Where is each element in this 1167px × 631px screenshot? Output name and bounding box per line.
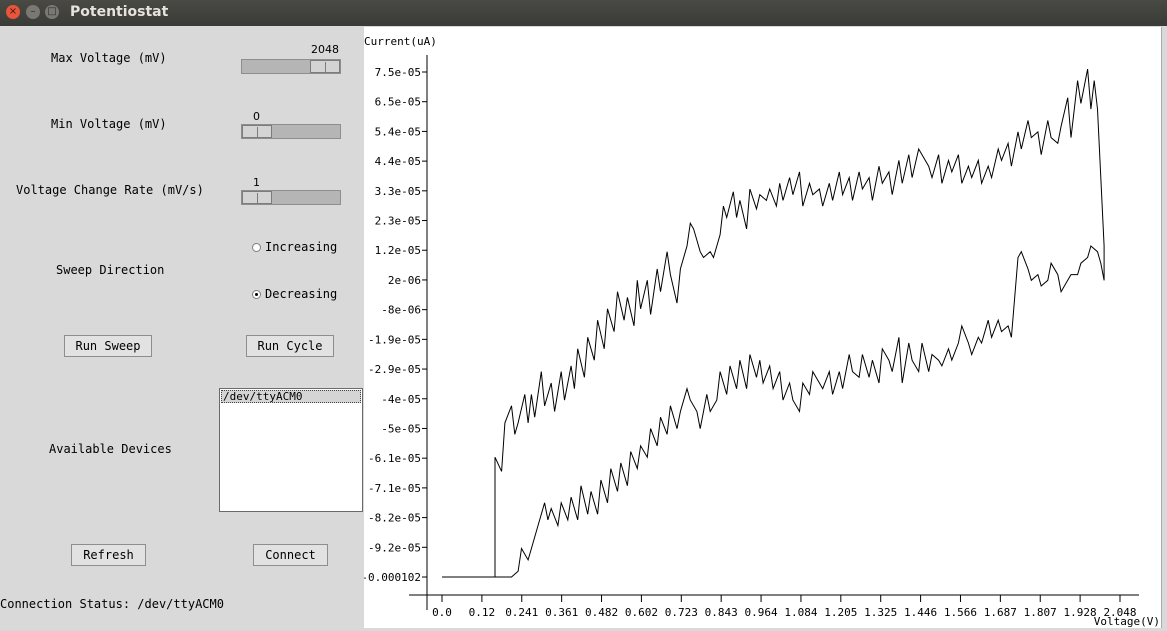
max-voltage-label: Max Voltage (mV) [51,51,167,65]
available-devices-label: Available Devices [49,442,172,456]
min-voltage-slider-thumb[interactable] [242,125,272,138]
current-voltage-chart: 7.5e-05 6.5e-05 5.4e-05 4.4e-05 3.3e-05 2.3e-… [361,35,1160,628]
y-tick-label: -1.9e-05 [368,333,421,346]
max-voltage-slider[interactable] [241,59,341,74]
maximize-icon[interactable]: □ [45,5,59,19]
connect-button[interactable]: Connect [253,544,328,566]
x-tick-label: 0.843 [705,606,738,619]
y-tick-label: 7.5e-05 [375,66,421,79]
minimize-icon[interactable]: – [26,5,40,19]
y-tick-label: 6.5e-05 [375,96,421,109]
y-tick-label: 2e-06 [388,274,421,287]
y-tick-label: 5.4e-05 [375,125,421,138]
x-tick-label: 1.205 [824,606,857,619]
x-tick-label: 1.084 [784,606,817,619]
x-tick-label: 0.12 [469,606,496,619]
sweep-direction-label: Sweep Direction [56,263,165,277]
increasing-radio[interactable] [252,243,261,252]
run-cycle-button[interactable]: Run Cycle [246,335,334,357]
y-tick-label: -9.2e-05 [368,541,421,554]
x-tick-label: 2.048 [1103,606,1136,619]
x-tick-label: 0.723 [665,606,698,619]
y-tick-label: 3.3e-05 [375,185,421,198]
increasing-label[interactable]: Increasing [265,240,338,254]
y-tick-label: 1.2e-05 [375,244,421,257]
x-tick-label: 1.928 [1064,606,1097,619]
x-tick-label: 0.964 [744,606,777,619]
x-tick-label: 1.325 [864,606,897,619]
vertical-scrollbar[interactable] [1161,27,1167,628]
y-tick-label: -6.1e-05 [368,452,421,465]
y-tick-label: -7.1e-05 [368,482,421,495]
connection-status: Connection Status: /dev/ttyACM0 [0,597,224,611]
x-tick-label: 0.241 [505,606,538,619]
y-tick-label: 4.4e-05 [375,155,421,168]
x-tick-label: 1.687 [984,606,1017,619]
rate-slider-thumb[interactable] [242,191,272,204]
y-tick-label: -4e-05 [381,393,421,406]
y-tick-label: -8.2e-05 [368,512,421,525]
rate-value: 1 [253,176,260,189]
rate-label: Voltage Change Rate (mV/s) [16,183,204,197]
y-axis-label: Current(uA) [364,35,437,48]
window-title: Potentiostat [70,4,169,20]
series-line-0 [442,69,1105,578]
decreasing-radio[interactable] [252,290,261,299]
x-tick-label: 1.566 [944,606,977,619]
max-voltage-slider-thumb[interactable] [310,60,340,73]
max-voltage-value: 2048 [311,43,339,56]
min-voltage-label: Min Voltage (mV) [51,117,167,131]
decreasing-label[interactable]: Decreasing [265,287,338,301]
y-tick-label: -2.9e-05 [368,363,421,376]
x-axis-label: Voltage(V) [1094,615,1160,628]
close-icon[interactable]: × [6,5,20,19]
refresh-button[interactable]: Refresh [71,544,146,566]
device-item[interactable]: /dev/ttyACM0 [221,390,361,403]
run-sweep-button[interactable]: Run Sweep [64,335,152,357]
x-tick-label: 1.446 [904,606,937,619]
devices-listbox[interactable]: /dev/ttyACM0 [219,388,363,512]
y-tick-label: 2.3e-05 [375,215,421,228]
x-tick-label: 0.602 [625,606,658,619]
y-tick-label: -8e-06 [381,304,421,317]
plot-area: 7.5e-05 6.5e-05 5.4e-05 4.4e-05 3.3e-05 2.3e-… [361,27,1161,628]
x-tick-label: 0.361 [545,606,578,619]
y-tick-label: -5e-05 [381,422,421,435]
y-tick-label: -0.000102 [364,571,421,584]
series-line-1 [495,245,1105,578]
x-tick-label: 0.482 [585,606,618,619]
min-voltage-value: 0 [253,110,260,123]
min-voltage-slider[interactable] [241,124,341,139]
title-bar: × – □ Potentiostat [0,0,1167,26]
rate-slider[interactable] [241,190,341,205]
x-tick-label: 0.0 [432,606,452,619]
x-tick-label: 1.807 [1024,606,1057,619]
